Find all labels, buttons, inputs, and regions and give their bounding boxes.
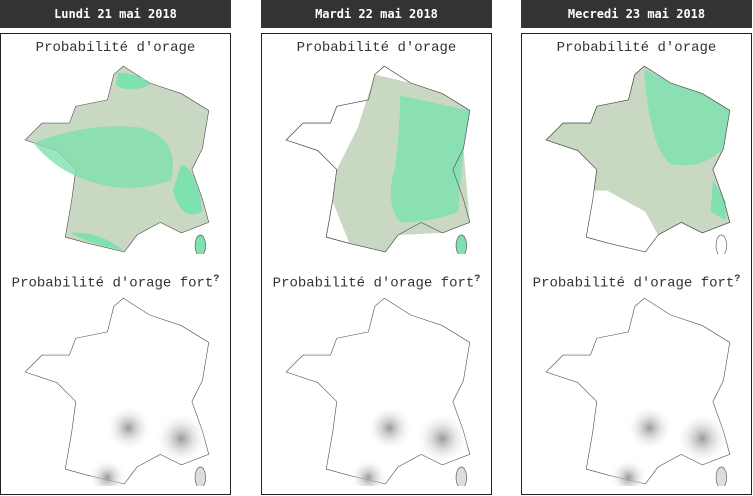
severe-storm-probability-map[interactable] bbox=[284, 296, 474, 486]
day-header: Lundi 21 mai 2018 bbox=[0, 0, 231, 28]
severe-storm-probability-map[interactable] bbox=[544, 296, 734, 486]
storm-probability-title: Probabilité d'orage bbox=[296, 40, 457, 56]
storm-probability-map[interactable] bbox=[23, 64, 213, 254]
storm-probability-map[interactable] bbox=[544, 64, 734, 254]
day-panel: Probabilité d'orage Probabilité d'orage … bbox=[261, 33, 492, 495]
storm-probability-map[interactable] bbox=[284, 64, 474, 254]
day-column-2: Mardi 22 mai 2018 Probabilité d'orage Pr… bbox=[261, 0, 492, 496]
title-text: Probabilité d'orage fort bbox=[272, 275, 475, 292]
help-icon[interactable]: ? bbox=[474, 274, 481, 285]
title-text: Probabilité d'orage fort bbox=[532, 275, 735, 292]
severe-storm-probability-title: Probabilité d'orage fort? bbox=[522, 274, 751, 292]
title-text: Probabilité d'orage fort bbox=[11, 275, 214, 292]
severe-storm-probability-title: Probabilité d'orage fort? bbox=[1, 274, 230, 292]
day-column-3: Mecredi 23 mai 2018 Probabilité d'orage … bbox=[521, 0, 752, 496]
severe-storm-probability-map[interactable] bbox=[23, 296, 213, 486]
help-icon[interactable]: ? bbox=[734, 274, 741, 285]
day-header: Mardi 22 mai 2018 bbox=[261, 0, 492, 28]
storm-probability-title: Probabilité d'orage bbox=[556, 40, 717, 56]
day-panel: Probabilité d'orage Probabilité d'orage … bbox=[521, 33, 752, 495]
day-header: Mecredi 23 mai 2018 bbox=[521, 0, 752, 28]
severe-storm-probability-title: Probabilité d'orage fort? bbox=[262, 274, 491, 292]
day-panel: Probabilité d'orage Probabilité d'orage … bbox=[0, 33, 231, 495]
help-icon[interactable]: ? bbox=[213, 274, 220, 285]
day-column-1: Lundi 21 mai 2018 Probabilité d'orage Pr… bbox=[0, 0, 231, 496]
storm-probability-title: Probabilité d'orage bbox=[35, 40, 196, 56]
